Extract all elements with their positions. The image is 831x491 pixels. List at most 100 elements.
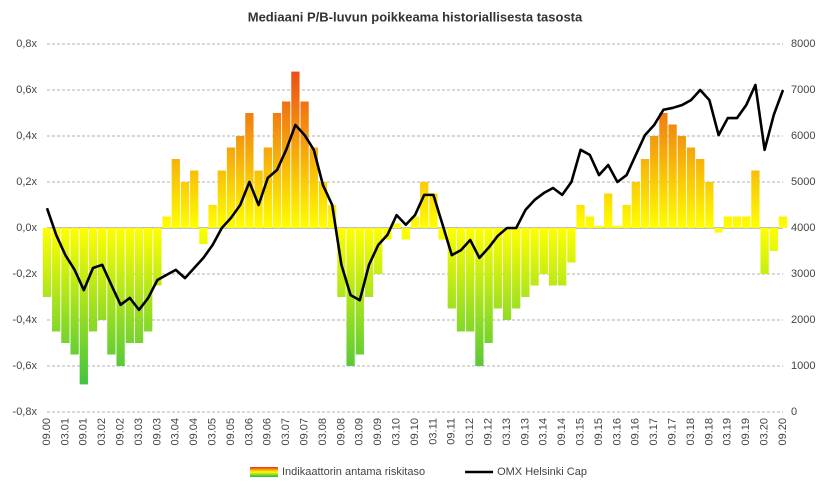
- bar: [502, 228, 512, 320]
- bar: [751, 170, 760, 228]
- y-tick-label: -0,6x: [13, 360, 38, 372]
- x-tick-label: 03.07: [280, 418, 292, 446]
- y-tick-label: 0,8x: [16, 38, 37, 50]
- x-tick-label: 03.16: [611, 418, 623, 446]
- legend-swatch: [250, 467, 278, 477]
- bar: [548, 228, 558, 286]
- bar: [475, 228, 484, 366]
- y2-tick-label: 1000: [791, 360, 815, 372]
- bar: [153, 228, 162, 286]
- x-tick-label: 09.14: [556, 418, 568, 446]
- x-tick-label: 03.06: [243, 418, 255, 446]
- y2-tick-label: 2000: [791, 314, 815, 326]
- x-tick-label: 09.16: [630, 418, 642, 446]
- y2-tick-label: 8000: [791, 38, 815, 50]
- x-tick-label: 03.08: [317, 418, 329, 446]
- bar: [438, 228, 447, 240]
- x-tick-label: 09.05: [225, 418, 237, 446]
- bar: [217, 170, 226, 228]
- x-tick-label: 09.04: [188, 418, 200, 446]
- bar: [144, 228, 153, 332]
- bar: [180, 182, 190, 228]
- bar: [171, 159, 180, 228]
- bar: [677, 136, 686, 228]
- x-tick-label: 03.13: [501, 418, 513, 446]
- x-tick-label: 03.04: [170, 418, 182, 446]
- x-tick-label: 09.13: [519, 418, 531, 446]
- y2-tick-label: 7000: [791, 84, 815, 96]
- bar: [318, 182, 328, 228]
- bar: [650, 136, 659, 228]
- bar: [61, 228, 70, 343]
- y-tick-label: 0,2x: [16, 176, 37, 188]
- x-tick-label: 03.20: [759, 418, 771, 446]
- y2-tick-label: 4000: [791, 222, 815, 234]
- x-tick-label: 03.15: [575, 418, 587, 446]
- y2-tick-label: 5000: [791, 176, 815, 188]
- bar: [254, 170, 263, 228]
- bar: [622, 205, 631, 228]
- bar: [42, 228, 52, 297]
- y-tick-label: 0,0x: [16, 222, 37, 234]
- bar: [521, 228, 530, 297]
- x-tick-label: 09.08: [335, 418, 347, 446]
- bar: [484, 228, 493, 343]
- bar: [742, 216, 751, 228]
- y-tick-label: -0,4x: [13, 314, 38, 326]
- bar: [686, 147, 696, 228]
- x-tick-label: 09.10: [409, 418, 421, 446]
- bar: [558, 228, 567, 286]
- x-tick-label: 09.17: [667, 418, 679, 446]
- x-tick-label: 03.01: [59, 418, 71, 446]
- x-tick-label: 09.09: [372, 418, 384, 446]
- x-tick-label: 03.11: [427, 418, 439, 445]
- x-tick-label: 09.20: [777, 418, 789, 446]
- bar: [512, 228, 521, 309]
- bar: [493, 228, 502, 309]
- bar: [245, 113, 254, 228]
- bar: [125, 228, 134, 343]
- bar: [226, 147, 236, 228]
- bar: [456, 228, 466, 332]
- bar: [401, 228, 410, 240]
- y-tick-label: 0,6x: [16, 84, 37, 96]
- x-tick-label: 09.06: [262, 418, 274, 446]
- bar: [567, 228, 576, 263]
- bar: [392, 223, 401, 228]
- x-tick-label: 03.19: [722, 418, 734, 446]
- bar: [769, 228, 778, 251]
- bar: [714, 228, 723, 233]
- bar: [420, 182, 429, 228]
- x-tick-label: 09.11: [446, 418, 458, 445]
- bar: [282, 101, 291, 228]
- bar: [309, 147, 318, 228]
- x-tick-label: 09.03: [151, 418, 163, 446]
- bar: [291, 71, 300, 228]
- x-tick-label: 03.14: [538, 418, 550, 446]
- bar: [659, 113, 668, 228]
- y2-tick-label: 3000: [791, 268, 815, 280]
- bar: [613, 225, 622, 228]
- x-tick-label: 09.00: [41, 418, 53, 446]
- bar: [466, 228, 475, 332]
- bar: [539, 228, 548, 274]
- bar: [732, 216, 742, 228]
- y2-tick-label: 0: [791, 406, 797, 418]
- bar: [374, 228, 383, 274]
- x-tick-label: 09.01: [78, 418, 90, 446]
- bar: [778, 216, 788, 228]
- legend-label: OMX Helsinki Cap: [497, 466, 587, 478]
- bar: [640, 159, 650, 228]
- bar: [346, 228, 355, 366]
- bar: [631, 182, 640, 228]
- y-tick-label: -0,8x: [13, 406, 38, 418]
- bar: [199, 228, 208, 245]
- chart-title: Mediaani P/B-luvun poikkeama historialli…: [248, 9, 583, 24]
- bar: [98, 228, 107, 320]
- x-tick-label: 03.17: [648, 418, 660, 446]
- bar: [594, 225, 604, 228]
- x-tick-label: 09.07: [299, 418, 311, 446]
- x-tick-label: 09.19: [740, 418, 752, 446]
- x-tick-label: 09.15: [593, 418, 605, 446]
